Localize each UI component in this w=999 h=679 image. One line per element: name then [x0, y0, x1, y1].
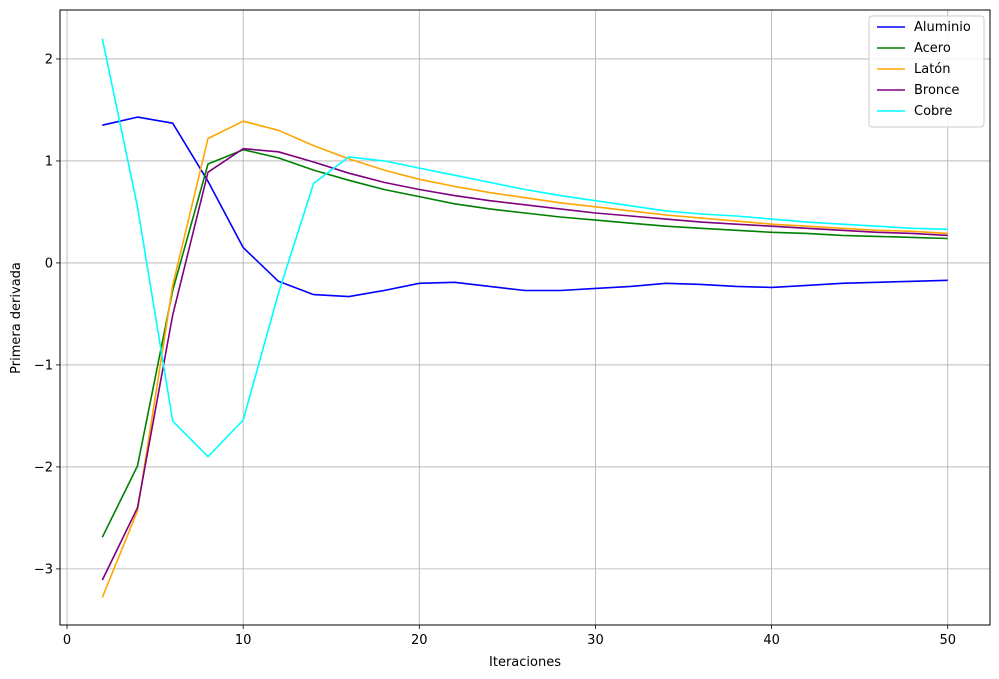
x-tick-label: 50: [939, 633, 956, 648]
x-tick-label: 30: [587, 633, 604, 648]
y-axis-ticks: −3 −2 −1 0 1 2: [34, 52, 60, 577]
y-tick-label: 2: [45, 52, 53, 67]
y-axis-label: Primera derivada: [9, 262, 24, 374]
plot-frame: [59, 9, 991, 626]
y-tick-label: 0: [45, 256, 53, 271]
series-line-cobre: [101, 38, 948, 458]
legend-label: Latón: [914, 62, 951, 77]
legend: Aluminio Acero Latón Bronce Cobre: [868, 15, 985, 128]
grid: [60, 10, 990, 625]
legend-label: Cobre: [914, 104, 952, 119]
x-tick-label: 40: [763, 633, 780, 648]
legend-label: Aluminio: [914, 20, 971, 35]
x-axis-label: Iteraciones: [489, 655, 561, 670]
series-line-latón: [101, 120, 948, 598]
series-lines: [101, 38, 948, 598]
y-tick-label: −3: [34, 562, 53, 577]
y-tick-label: −2: [34, 460, 53, 475]
x-tick-label: 20: [411, 633, 428, 648]
x-tick-label: 10: [235, 633, 252, 648]
x-axis-ticks: 0 10 20 30 40 50: [63, 625, 956, 648]
legend-label: Bronce: [914, 83, 959, 98]
legend-box: [868, 15, 985, 128]
series-line-bronce: [101, 147, 948, 581]
y-tick-label: 1: [45, 154, 53, 169]
x-tick-label: 0: [63, 633, 71, 648]
series-line-aluminio: [102, 116, 948, 298]
legend-label: Acero: [914, 41, 951, 56]
y-tick-label: −1: [34, 358, 53, 373]
series-line-acero: [101, 148, 948, 538]
